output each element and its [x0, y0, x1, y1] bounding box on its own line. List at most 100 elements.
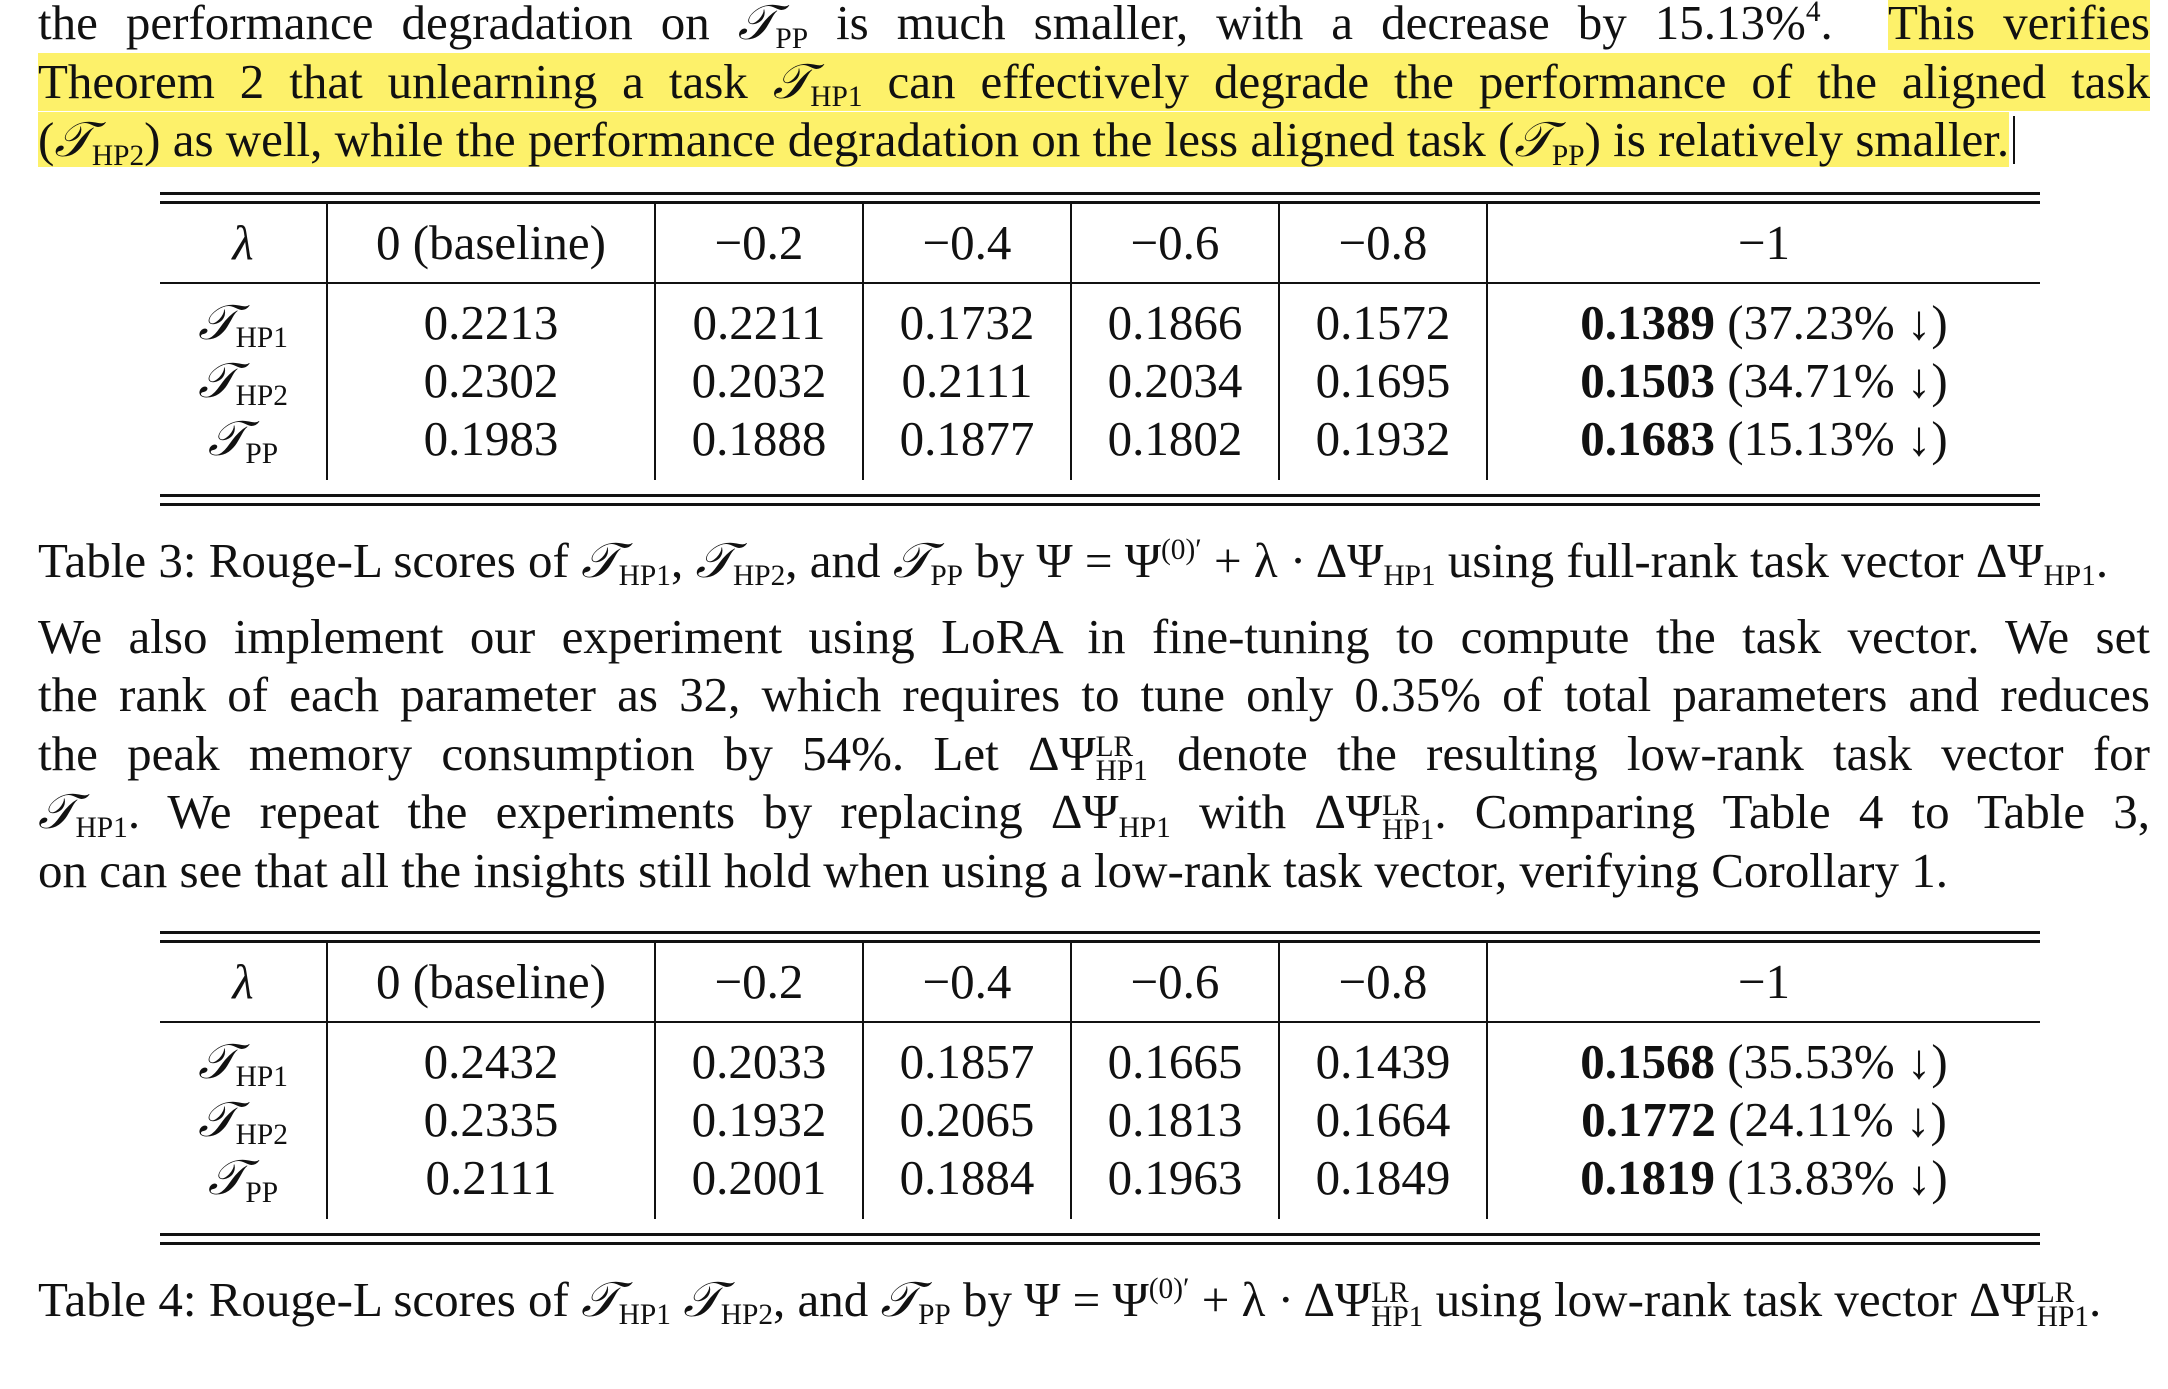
- value-cell: 0.2033: [655, 1032, 864, 1091]
- calligraphic-t: 𝒯: [198, 1090, 236, 1148]
- subscript: PP: [245, 438, 279, 471]
- text-run: + λ · ΔΨ: [1201, 532, 1384, 588]
- caption-label: Table 3:: [38, 532, 197, 588]
- text-line: the peak memory consumption by 54%. Let …: [38, 725, 2150, 786]
- spacer-cell: [1487, 468, 2040, 480]
- value-cell: 0.2111: [863, 351, 1072, 410]
- header-col: −1: [1737, 954, 1791, 1010]
- spacer-cell: [327, 467, 656, 480]
- spacer-cell: [655, 1022, 864, 1033]
- header-col: −0.4: [863, 203, 1072, 282]
- spacer-row: [160, 1206, 2040, 1219]
- sup-sub-stack: LR HP1: [1371, 1279, 1424, 1333]
- subscript: HP2: [235, 380, 288, 413]
- calligraphic-t: 𝒯: [892, 531, 931, 589]
- value-cell: 0.1888: [655, 409, 864, 468]
- value-cell: 0.1802: [1071, 409, 1280, 468]
- table3-bottom-rule: [160, 493, 2040, 506]
- task-cell: 𝒯PP: [160, 409, 328, 471]
- header-col: −0.6: [1071, 203, 1280, 282]
- text-run: .: [2089, 1271, 2102, 1327]
- value-cell: 0.2213: [327, 293, 656, 352]
- table4: λ 0 (baseline) −0.2 −0.4 −0.6 −0.8 −1: [160, 942, 2040, 1021]
- spacer-cell: [1279, 1206, 1488, 1219]
- text-run: by Ψ = Ψ: [950, 1271, 1149, 1327]
- calligraphic-t: 𝒯: [198, 351, 236, 409]
- text-line: We also implement our experiment using L…: [38, 608, 2150, 664]
- subscript: HP2: [91, 139, 145, 172]
- best-cell: 0.1819 (13.83% ↓): [1487, 1149, 2040, 1207]
- percent-drop: (13.83% ↓): [1727, 1150, 1948, 1206]
- highlighted-line: Theorem 2 that unlearning a task 𝒯HP1 ca…: [38, 52, 2150, 112]
- value-cell: 0.1664: [1279, 1090, 1488, 1149]
- sup-sub-stack: LR HP1: [2037, 1279, 2089, 1331]
- value-cell: 0.1813: [1071, 1090, 1280, 1149]
- subscript: HP1: [618, 1299, 671, 1332]
- text-run: using low-rank task vector ΔΨ: [1423, 1271, 2037, 1327]
- value-cell: 0.1439: [1279, 1032, 1488, 1091]
- text-run: denote the resulting low-rank task vecto…: [1147, 725, 2150, 781]
- value-cell: 0.2432: [327, 1032, 656, 1091]
- header-col: −0.8: [1279, 942, 1488, 1021]
- text-run: [671, 1272, 683, 1327]
- subscript: PP: [1551, 139, 1585, 172]
- sup-sub-stack: LR HP1: [1096, 733, 1148, 785]
- best-cell: 0.1568 (35.53% ↓): [1487, 1033, 2040, 1091]
- text-run: . Comparing Table 4 to Table 3,: [1434, 784, 2151, 840]
- best-value: 0.1683: [1580, 411, 1716, 466]
- subscript: HP1: [1371, 1300, 1424, 1333]
- text-line: on can see that all the insights still h…: [38, 843, 1948, 899]
- text-run: .: [2095, 532, 2109, 588]
- table3-mid-rule: [160, 281, 2040, 284]
- subscript: HP1: [235, 1061, 288, 1094]
- paper-page: the performance degradation on 𝒯PP is mu…: [38, 0, 2150, 1333]
- superscript: (0)′: [1148, 1272, 1190, 1305]
- spacer-cell: [655, 283, 864, 294]
- subscript: HP2: [235, 1119, 288, 1152]
- spacer-cell: [863, 467, 1072, 480]
- text-run: the peak memory consumption by 54%. Let …: [38, 725, 1096, 781]
- value-cell: 0.2032: [655, 351, 864, 410]
- lora-paragraph: We also implement our experiment using L…: [38, 608, 2150, 901]
- spacer-cell: [160, 283, 328, 294]
- value-cell: 0.1866: [1071, 293, 1280, 352]
- calligraphic-t: 𝒯: [198, 293, 236, 351]
- value-cell: 0.1665: [1071, 1032, 1280, 1091]
- text-run: , and: [785, 532, 893, 588]
- spacer-cell: [1279, 283, 1488, 294]
- value-cell: 0.1983: [327, 409, 656, 468]
- spacer-cell: [160, 1022, 328, 1033]
- percent-drop: (15.13% ↓): [1727, 411, 1948, 466]
- value-cell: 0.1695: [1279, 351, 1488, 410]
- value-cell: 0.1932: [655, 1090, 864, 1149]
- spacer-row: [160, 283, 2040, 294]
- percent-drop: (37.23% ↓): [1727, 295, 1948, 350]
- text-run: + λ · ΔΨ: [1189, 1271, 1372, 1327]
- calligraphic-t: 𝒯: [581, 531, 619, 589]
- table-row: 𝒯HP2 0.2302 0.2032 0.2111 0.2034 0.1695 0.1503…: [160, 351, 2040, 413]
- spacer-cell: [655, 1206, 864, 1219]
- subscript: PP: [245, 1177, 279, 1210]
- footnote-marker[interactable]: 4: [1805, 0, 1821, 29]
- table-row: 𝒯PP 0.1983 0.1888 0.1877 0.1802 0.1932 0.1683 …: [160, 409, 2040, 471]
- spacer-cell: [655, 467, 864, 480]
- calligraphic-t: 𝒯: [1514, 111, 1552, 168]
- text-run: ) is relatively smaller.: [1584, 112, 2010, 167]
- highlighted-text: This verifies: [1887, 0, 2150, 50]
- spacer-cell: [1487, 284, 2040, 294]
- spacer-cell: [863, 283, 1072, 294]
- best-value: 0.1772: [1581, 1092, 1716, 1148]
- calligraphic-t: 𝒯: [737, 0, 776, 51]
- best-cell: 0.1772 (24.11% ↓): [1487, 1091, 2040, 1149]
- header-lambda: λ: [160, 942, 328, 1021]
- task-cell: 𝒯HP2: [160, 1090, 328, 1152]
- text-run: Rouge-L scores of: [196, 532, 582, 588]
- text-line: the rank of each parameter as 32, which …: [38, 667, 2150, 722]
- header-col: −0.2: [655, 203, 864, 282]
- subscript: HP2: [733, 560, 786, 593]
- best-value: 0.1568: [1580, 1034, 1716, 1090]
- subscript: HP1: [1383, 560, 1436, 593]
- subscript: HP2: [720, 1299, 774, 1332]
- best-cell: 0.1389 (37.23% ↓): [1487, 294, 2040, 352]
- table3-header-row: λ 0 (baseline) −0.2 −0.4 −0.6 −0.8 −1: [160, 203, 2040, 282]
